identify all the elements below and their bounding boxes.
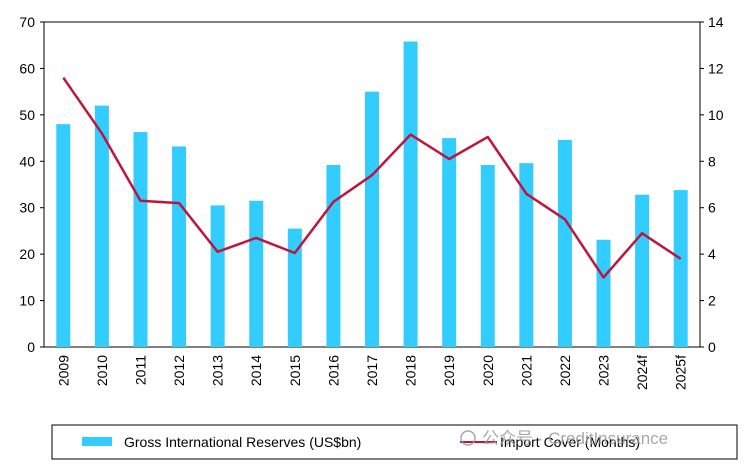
bar	[365, 91, 379, 348]
left-tick-label: 0	[27, 339, 35, 355]
x-tick-label: 2023	[596, 355, 612, 386]
left-axis: 0 10 20 30 40 50 60 70	[19, 14, 44, 355]
watermark: 公众号 · CreditInsurance	[460, 429, 668, 448]
bar	[557, 139, 572, 347]
right-tick-label: 2	[708, 293, 716, 309]
left-tick-label: 20	[19, 246, 35, 262]
bar	[172, 146, 187, 347]
legend-line-label: Import Cover (Months)	[500, 434, 640, 450]
bar	[56, 124, 71, 348]
right-tick-label: 4	[708, 246, 716, 262]
bar	[133, 132, 148, 347]
right-tick-label: 10	[708, 107, 724, 123]
bar	[403, 41, 418, 347]
right-tick-label: 8	[708, 153, 716, 169]
right-tick-label: 14	[708, 14, 724, 30]
x-tick-label: 2014	[248, 355, 264, 386]
bar	[519, 163, 534, 347]
legend-bar-swatch	[82, 437, 112, 446]
line-series	[62, 76, 682, 279]
left-tick-label: 30	[19, 200, 35, 216]
right-tick-label: 12	[708, 60, 724, 76]
legend-bar-label: Gross International Reserves (US$bn)	[124, 434, 361, 450]
bar	[635, 194, 650, 347]
left-tick-label: 50	[19, 107, 35, 123]
bars-series	[56, 41, 688, 348]
left-tick-label: 10	[19, 293, 35, 309]
bar	[596, 239, 611, 347]
x-tick-label: 2024f	[634, 355, 650, 390]
bar	[326, 165, 341, 347]
x-tick-label: 2019	[441, 355, 457, 386]
right-axis: 0 2 4 6 8 10 12 14	[700, 14, 724, 355]
legend: Gross International Reserves (US$bn) Imp…	[51, 424, 738, 460]
bar	[94, 105, 109, 347]
wechat-icon	[460, 430, 476, 446]
left-tick-label: 70	[19, 14, 35, 30]
legend-box	[51, 424, 738, 460]
left-tick-label: 60	[19, 60, 35, 76]
x-tick-label: 2018	[403, 355, 419, 386]
bar	[480, 165, 495, 347]
x-tick-label: 2025f	[673, 355, 689, 390]
x-tick-label: 2021	[518, 355, 534, 386]
x-tick-label: 2012	[171, 355, 187, 386]
x-tick-label: 2022	[557, 355, 573, 386]
x-axis: 2009 2010 2011 2012 2013 2014 2015 2016 2017 2018…	[55, 355, 688, 390]
x-tick-label: 2020	[480, 355, 496, 386]
x-tick-label: 2016	[325, 355, 341, 386]
x-tick-label: 2017	[364, 355, 380, 386]
bar	[673, 190, 688, 347]
x-tick-label: 2015	[287, 355, 303, 386]
x-tick-label: 2009	[55, 355, 71, 386]
x-tick-label: 2011	[133, 355, 149, 385]
watermark-text: 公众号 · CreditInsurance	[482, 429, 668, 448]
bar	[287, 228, 302, 347]
x-tick-label: 2013	[210, 355, 226, 386]
bar	[210, 205, 225, 347]
right-tick-label: 0	[708, 339, 716, 355]
x-tick-label: 2010	[94, 355, 110, 386]
bar	[442, 138, 457, 347]
right-tick-label: 6	[708, 200, 716, 216]
bar	[249, 200, 264, 347]
import-cover-line	[62, 76, 682, 279]
left-tick-label: 40	[19, 153, 35, 169]
